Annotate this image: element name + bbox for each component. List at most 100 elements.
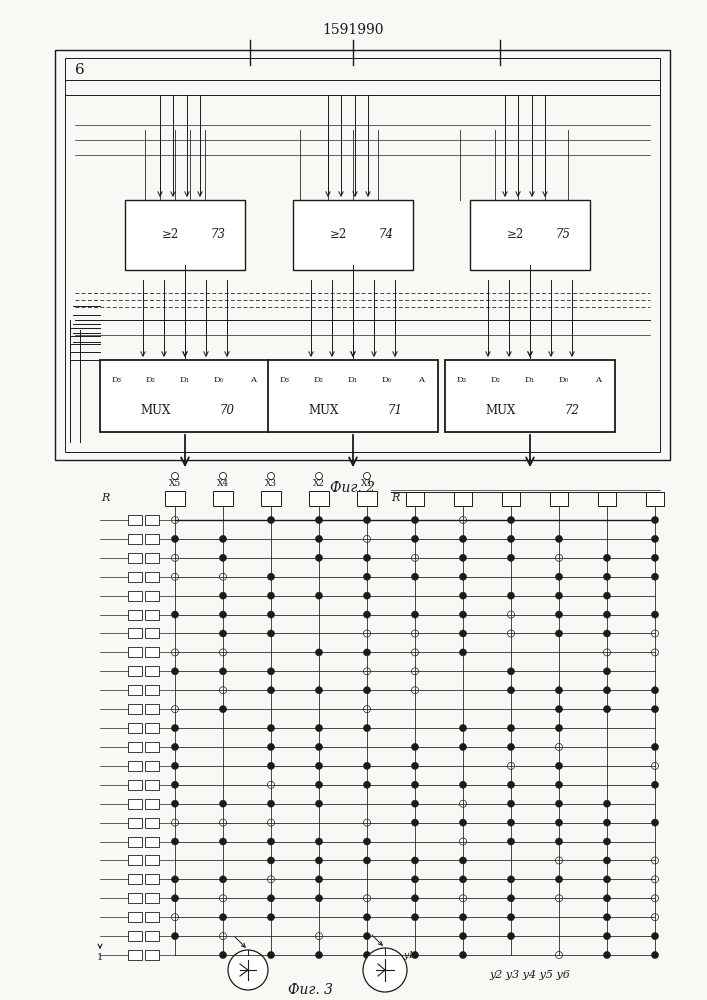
Circle shape: [651, 573, 658, 580]
Bar: [128, 553, 142, 563]
Circle shape: [604, 668, 611, 675]
Circle shape: [460, 857, 467, 864]
Circle shape: [651, 630, 658, 637]
Circle shape: [315, 857, 322, 864]
Circle shape: [508, 762, 515, 769]
Circle shape: [411, 535, 419, 542]
Circle shape: [508, 800, 515, 807]
Circle shape: [267, 592, 274, 599]
Text: X4: X4: [217, 479, 229, 488]
Circle shape: [508, 516, 515, 523]
Circle shape: [460, 649, 467, 656]
Circle shape: [556, 819, 563, 826]
Circle shape: [363, 762, 370, 769]
Text: 1591990: 1591990: [322, 23, 384, 37]
Circle shape: [219, 592, 226, 599]
Circle shape: [267, 573, 274, 580]
Circle shape: [172, 781, 178, 788]
Bar: [128, 723, 142, 733]
Circle shape: [460, 554, 467, 561]
Circle shape: [460, 743, 467, 750]
Circle shape: [604, 800, 611, 807]
Circle shape: [363, 592, 370, 599]
Circle shape: [556, 895, 563, 902]
Circle shape: [651, 895, 658, 902]
Bar: [128, 572, 142, 582]
Circle shape: [172, 914, 178, 921]
Circle shape: [556, 838, 563, 845]
Circle shape: [556, 592, 563, 599]
Circle shape: [315, 876, 322, 883]
Circle shape: [411, 611, 419, 618]
Bar: [454, 492, 472, 506]
Circle shape: [460, 800, 467, 807]
Circle shape: [411, 781, 419, 788]
Circle shape: [267, 952, 274, 958]
Text: X3: X3: [265, 479, 277, 488]
Circle shape: [604, 876, 611, 883]
Circle shape: [219, 649, 226, 656]
Circle shape: [363, 895, 370, 902]
Circle shape: [651, 952, 658, 958]
Text: D₁: D₁: [180, 376, 190, 384]
Bar: [145, 553, 159, 563]
Circle shape: [508, 554, 515, 561]
Circle shape: [651, 687, 658, 694]
Text: 6: 6: [75, 63, 85, 77]
Bar: [128, 685, 142, 695]
Circle shape: [172, 473, 178, 480]
Circle shape: [604, 649, 611, 656]
Text: X2: X2: [313, 479, 325, 488]
Text: A: A: [595, 376, 601, 384]
Text: 74: 74: [378, 229, 394, 241]
Text: Фиг. 2: Фиг. 2: [330, 481, 375, 495]
Bar: [128, 761, 142, 771]
Circle shape: [651, 554, 658, 561]
Text: D₀: D₀: [559, 376, 569, 384]
Circle shape: [508, 819, 515, 826]
Bar: [145, 912, 159, 922]
Circle shape: [651, 762, 658, 769]
Circle shape: [556, 781, 563, 788]
Circle shape: [556, 687, 563, 694]
Bar: [145, 723, 159, 733]
Circle shape: [267, 914, 274, 921]
Bar: [145, 610, 159, 620]
Circle shape: [556, 876, 563, 883]
Circle shape: [363, 725, 370, 732]
Circle shape: [411, 857, 419, 864]
Circle shape: [315, 516, 322, 523]
Bar: [406, 492, 424, 506]
Circle shape: [556, 611, 563, 618]
Circle shape: [219, 668, 226, 675]
Bar: [445, 360, 615, 432]
Circle shape: [363, 952, 370, 958]
Circle shape: [315, 535, 322, 542]
Circle shape: [363, 573, 370, 580]
Text: 73: 73: [211, 229, 226, 241]
Bar: [145, 572, 159, 582]
Circle shape: [363, 838, 370, 845]
Circle shape: [267, 743, 274, 750]
Circle shape: [219, 952, 226, 958]
Circle shape: [315, 952, 322, 958]
Text: R: R: [392, 493, 400, 503]
Circle shape: [556, 857, 563, 864]
Circle shape: [219, 933, 226, 940]
Circle shape: [508, 535, 515, 542]
Bar: [145, 666, 159, 676]
Bar: [502, 492, 520, 506]
Bar: [128, 628, 142, 638]
Circle shape: [219, 706, 226, 713]
Circle shape: [556, 706, 563, 713]
Circle shape: [508, 725, 515, 732]
Circle shape: [172, 573, 178, 580]
Bar: [128, 912, 142, 922]
Circle shape: [651, 743, 658, 750]
Circle shape: [460, 952, 467, 958]
Circle shape: [363, 781, 370, 788]
Bar: [128, 610, 142, 620]
Circle shape: [651, 933, 658, 940]
Circle shape: [267, 819, 274, 826]
Circle shape: [411, 554, 419, 561]
